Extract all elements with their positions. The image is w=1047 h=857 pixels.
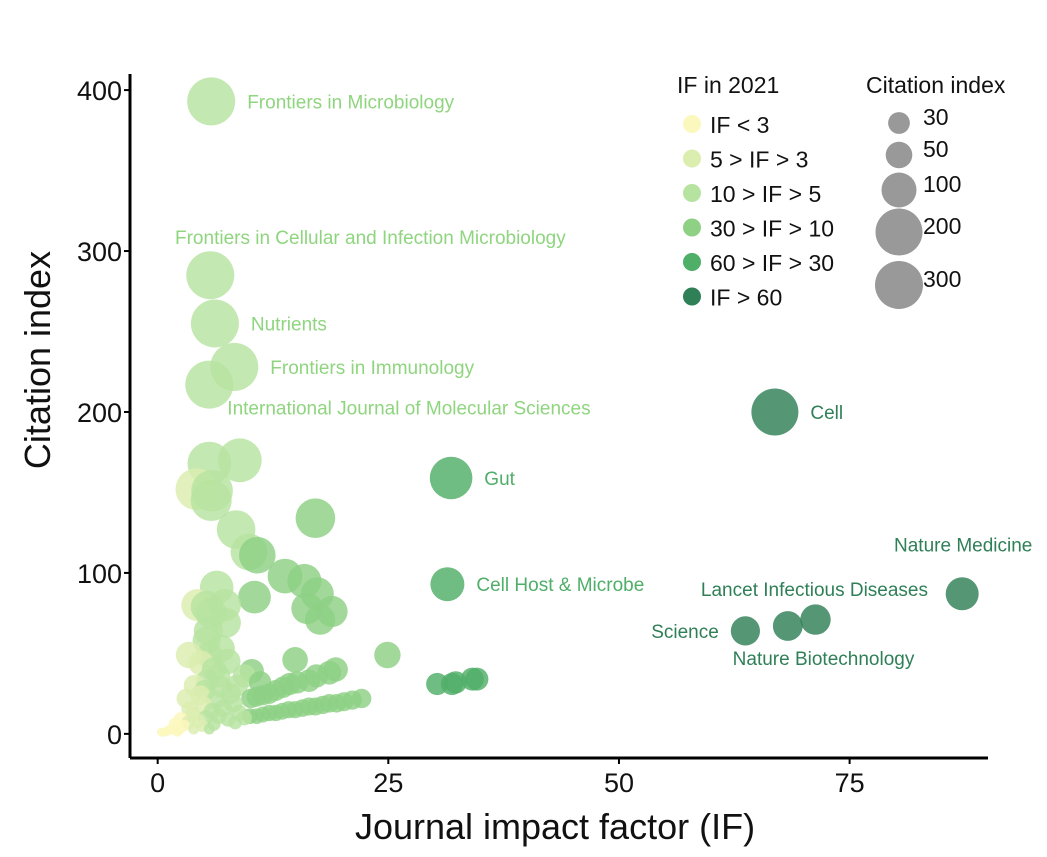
size-legend-circle [885, 141, 913, 169]
size-legend-label: 30 [923, 104, 949, 130]
point-annotation: Frontiers in Microbiology [247, 92, 454, 113]
data-point [241, 688, 261, 709]
color-legend-swatch [683, 218, 701, 237]
x-tick-label: 75 [835, 768, 865, 798]
points-layer [156, 77, 979, 737]
size-legend-circle [888, 112, 910, 134]
size-legend-label: 50 [923, 136, 949, 162]
color-legend-label: 30 > IF > 10 [710, 216, 834, 242]
data-point [800, 604, 831, 635]
data-point [228, 715, 242, 730]
data-point [374, 641, 401, 669]
color-legend-label: 60 > IF > 30 [710, 250, 834, 276]
data-point [186, 251, 235, 300]
color-legend-label: 10 > IF > 5 [710, 181, 821, 207]
y-tick-label: 100 [77, 559, 122, 589]
size-legend-label: 200 [923, 213, 961, 239]
data-point [440, 672, 464, 696]
y-tick-label: 200 [77, 398, 122, 428]
point-annotation: Frontiers in Immunology [270, 358, 474, 379]
data-point [190, 299, 239, 348]
data-point [188, 723, 200, 735]
point-annotation: Lancet Infectious Diseases [701, 580, 928, 601]
color-legend-swatch [683, 115, 701, 133]
color-legend-swatch [683, 149, 701, 168]
point-annotation: Nature Medicine [894, 535, 1032, 556]
data-point [203, 723, 215, 735]
x-tick-label: 25 [373, 768, 403, 798]
data-point [282, 647, 308, 673]
color-legend-swatch [683, 287, 701, 306]
data-point [304, 604, 336, 635]
color-legend-label: 5 > IF > 3 [710, 147, 808, 173]
size-legend-circle [875, 261, 923, 309]
x-tick-label: 0 [150, 768, 165, 798]
data-point [429, 456, 473, 500]
data-point [185, 360, 234, 409]
point-annotation: Cell [810, 403, 843, 424]
data-point [190, 480, 232, 521]
data-point [238, 580, 271, 614]
data-point [187, 77, 236, 126]
x-axis-title: Journal impact factor (IF) [355, 806, 755, 847]
data-point [430, 567, 465, 602]
data-point [945, 577, 979, 611]
color-legend-title: IF in 2021 [677, 72, 779, 98]
data-point [238, 536, 276, 574]
size-legend-label: 100 [923, 171, 961, 197]
color-legend-swatch [683, 184, 701, 202]
point-annotation: Gut [484, 469, 515, 490]
data-point [295, 498, 336, 538]
annotations-layer: Frontiers in Microbiology Frontiers in Ce… [175, 92, 1032, 669]
legend-layer: IF in 2021 IF < 3 5 > IF > 3 10 > IF > 5 30 … [677, 72, 1006, 311]
x-tick-label: 50 [604, 768, 634, 798]
color-legend-label: IF < 3 [710, 112, 769, 138]
size-legend-title: Citation index [866, 72, 1006, 98]
data-point [751, 388, 799, 436]
color-legend-swatch [683, 253, 701, 271]
point-annotation: International Journal of Molecular Scien… [227, 399, 590, 420]
data-point [465, 667, 489, 691]
data-point [730, 616, 761, 646]
data-point [772, 611, 803, 641]
y-tick-label: 300 [77, 237, 122, 267]
y-tick-label: 400 [77, 76, 122, 106]
size-legend-circle [875, 208, 923, 256]
axes-layer: 0 100 200 300 400 0 25 50 75 [77, 74, 988, 798]
point-annotation: Frontiers in Cellular and Infection Micr… [175, 228, 566, 249]
point-annotation: Science [651, 622, 719, 643]
point-annotation: Nutrients [251, 315, 327, 336]
data-point [156, 727, 166, 737]
point-annotation: Nature Biotechnology [733, 649, 915, 670]
color-legend-label: IF > 60 [710, 285, 782, 311]
y-axis-title: Citation index [17, 251, 58, 469]
size-legend-label: 300 [923, 266, 961, 292]
point-annotation: Cell Host & Microbe [476, 575, 644, 596]
data-point [172, 727, 182, 737]
y-tick-label: 0 [107, 720, 122, 750]
size-legend-circle [881, 172, 917, 208]
